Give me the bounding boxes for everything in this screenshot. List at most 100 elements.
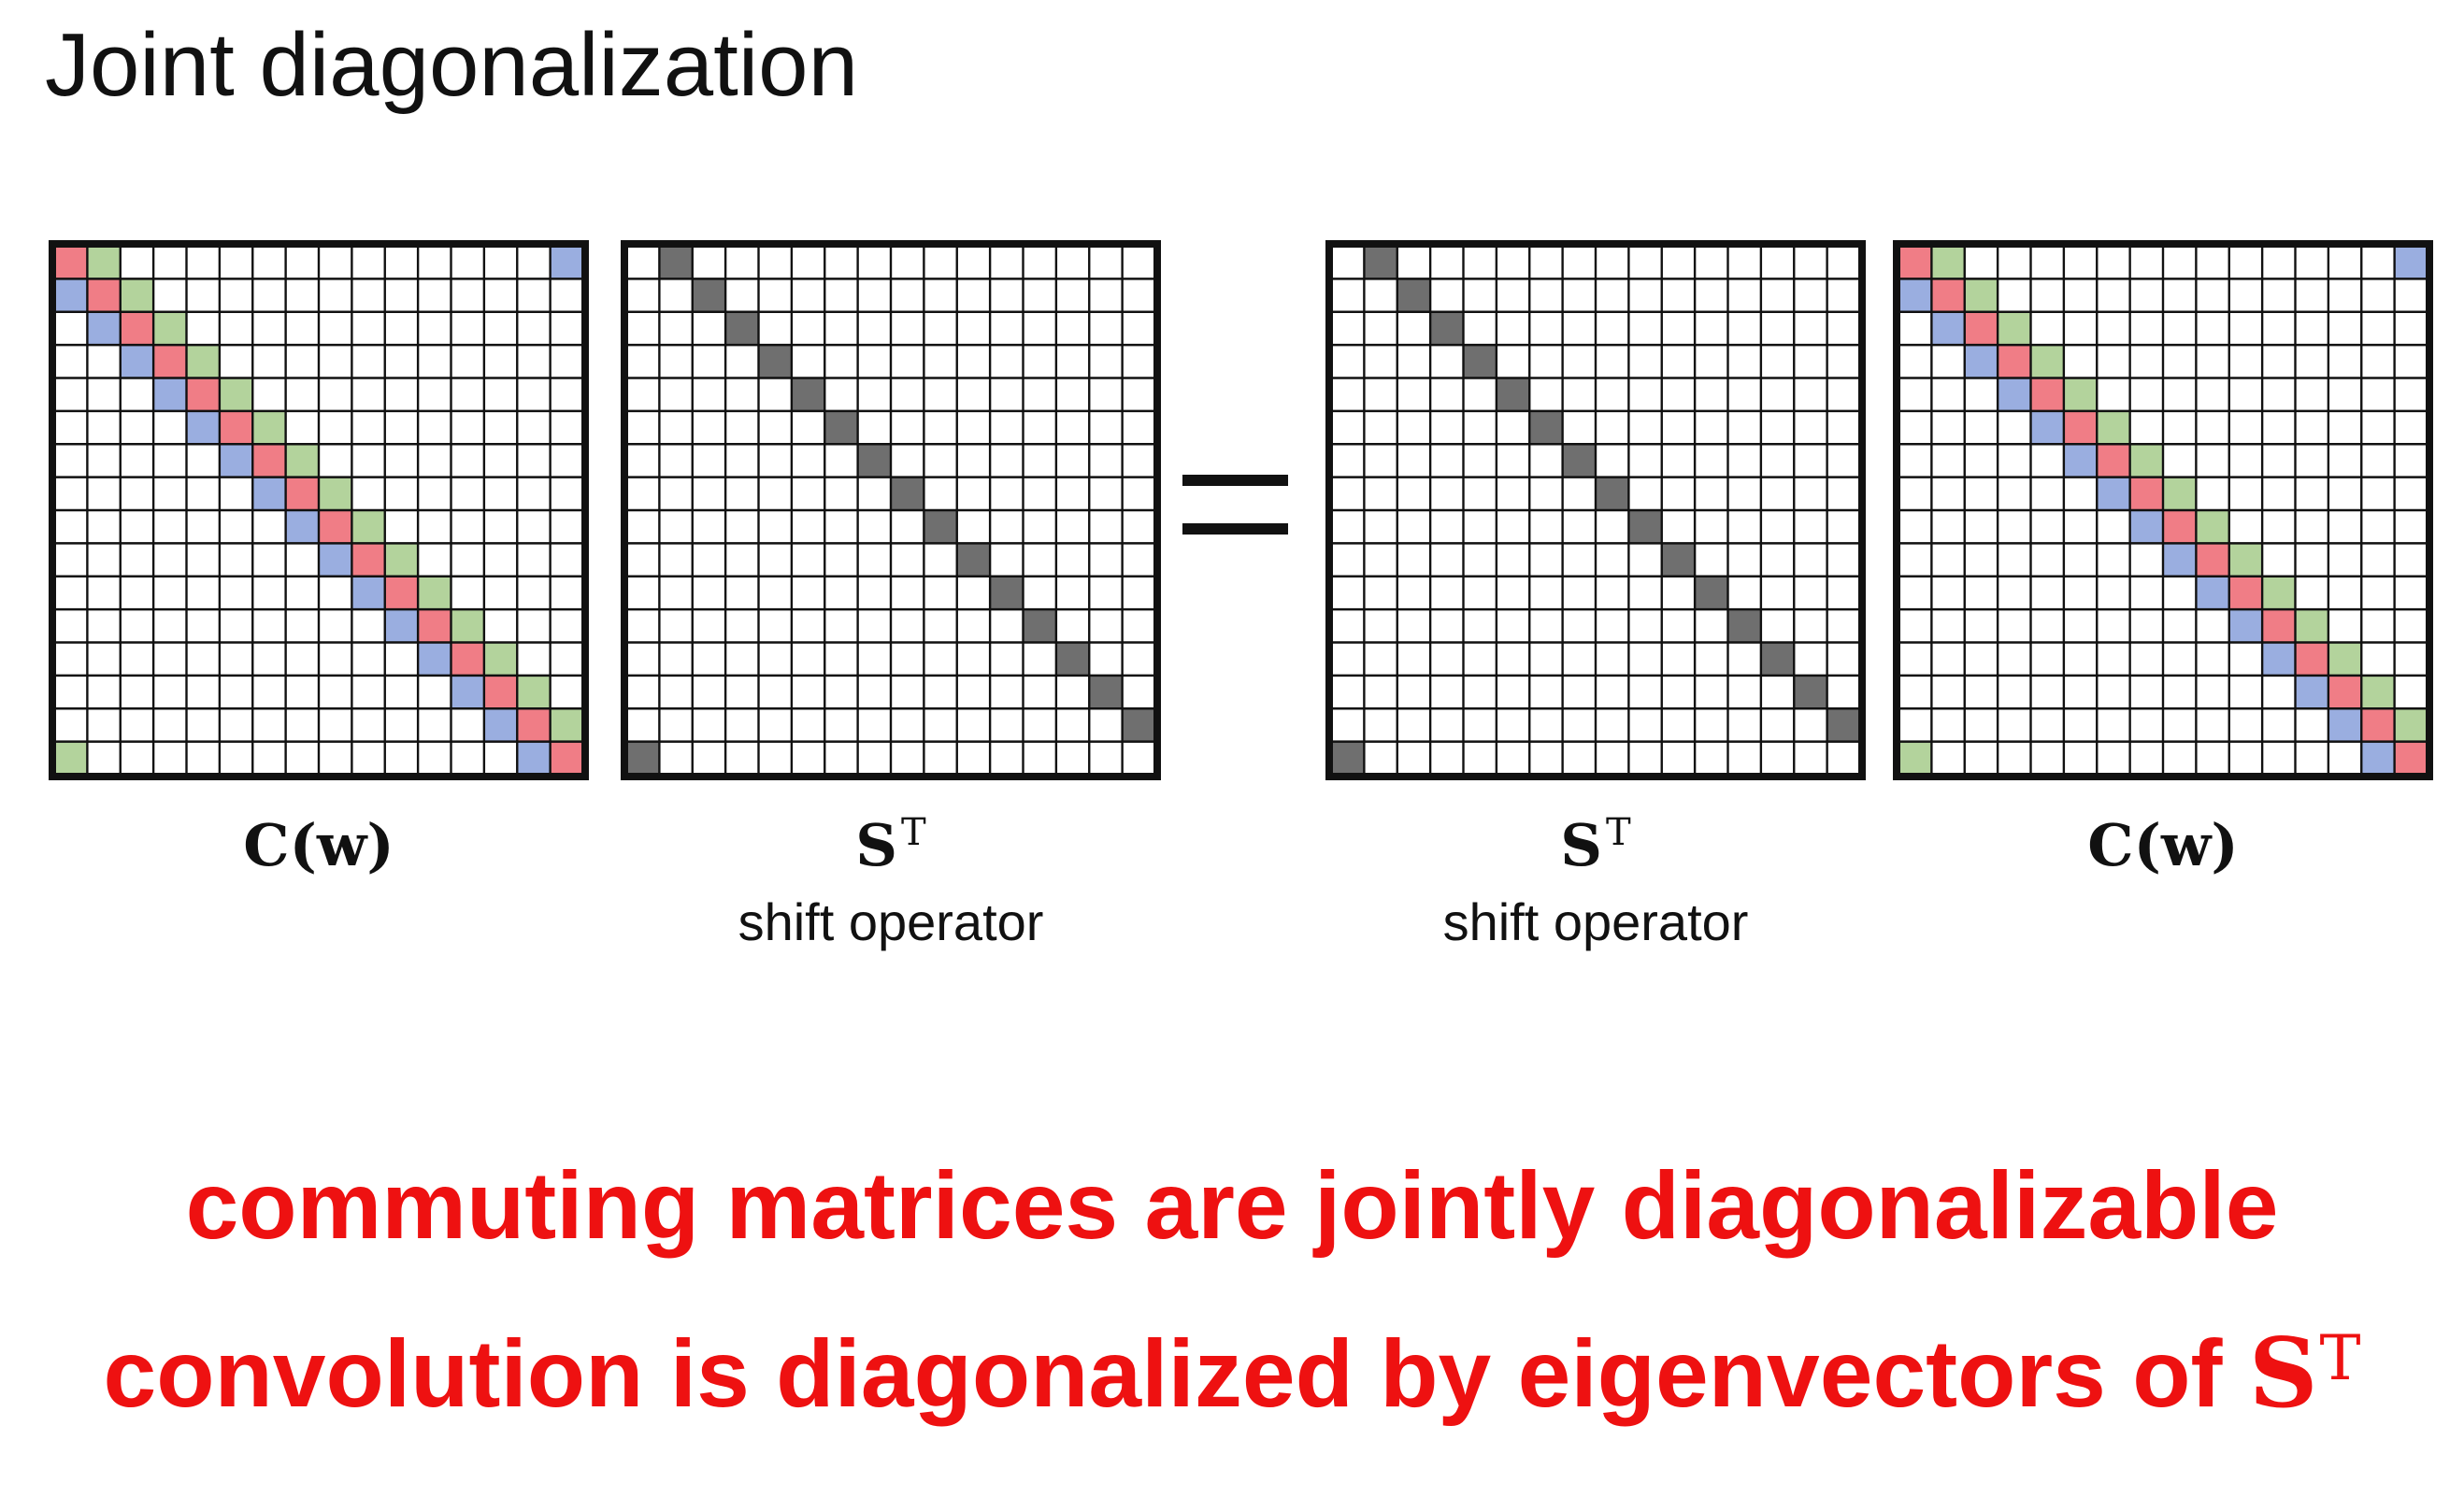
cell-shift-gray	[1023, 609, 1056, 643]
cell-diagonal-red	[2361, 708, 2395, 742]
cell-superdiagonal-green	[2262, 576, 2296, 610]
cell-superdiagonal-green	[2295, 609, 2328, 643]
shift-caption-left: shift operator	[738, 892, 1044, 951]
circulant-label-symbol: C(w)	[2087, 811, 2239, 879]
cell-shift-gray	[692, 278, 726, 312]
circulant-matrix-left	[49, 240, 589, 780]
cell-superdiagonal-green	[517, 675, 551, 709]
cell-subdiagonal-blue	[2295, 675, 2328, 709]
cell-superdiagonal-green	[153, 311, 187, 346]
equals-sign	[1182, 475, 1288, 535]
cell-diagonal-red	[2196, 543, 2229, 577]
cell-shift-gray	[659, 246, 693, 279]
cell-superdiagonal-green	[54, 741, 88, 775]
cell-superdiagonal-green	[2030, 345, 2064, 378]
cell-superdiagonal-green	[2097, 410, 2130, 445]
cell-superdiagonal-green	[2394, 708, 2428, 742]
cell-shift-gray	[1364, 246, 1397, 279]
equals-bar-bottom	[1182, 523, 1288, 535]
cell-diagonal-red	[550, 741, 583, 775]
cell-shift-gray	[1331, 741, 1365, 775]
cell-shift-gray	[725, 311, 759, 346]
cell-shift-gray	[1529, 410, 1563, 445]
cell-shift-gray	[1562, 444, 1596, 478]
shift-label-superscript: T	[901, 811, 926, 854]
cell-superdiagonal-green	[1931, 246, 1965, 279]
cell-subdiagonal-blue	[2361, 741, 2395, 775]
cell-shift-gray	[1794, 675, 1827, 709]
cell-subdiagonal-blue	[550, 246, 583, 279]
statement-symbol: S	[2248, 1318, 2318, 1430]
cell-shift-gray	[824, 410, 858, 445]
cell-superdiagonal-green	[2361, 675, 2395, 709]
cell-superdiagonal-green	[451, 609, 484, 643]
cell-shift-gray	[791, 378, 825, 411]
statement-convolution-text: convolution is diagonalized by eigenvect…	[103, 1320, 2249, 1427]
cell-subdiagonal-blue	[54, 278, 88, 312]
cell-subdiagonal-blue	[384, 609, 419, 643]
cell-subdiagonal-blue	[252, 477, 286, 510]
cell-subdiagonal-blue	[2394, 246, 2428, 279]
circulant-label-left: C(w)	[49, 808, 589, 883]
shift-label-superscript: T	[1606, 811, 1631, 854]
cell-diagonal-red	[1964, 311, 1998, 346]
cell-superdiagonal-green	[550, 708, 583, 742]
cell-subdiagonal-blue	[1931, 311, 1965, 346]
cell-superdiagonal-green	[351, 510, 385, 544]
cell-diagonal-red	[219, 410, 253, 445]
cell-diagonal-red	[1931, 278, 1965, 312]
matrix-border	[49, 240, 589, 780]
cell-superdiagonal-green	[1964, 278, 1998, 312]
cell-diagonal-red	[285, 477, 319, 510]
cell-superdiagonal-green	[2129, 444, 2163, 478]
cell-shift-gray	[891, 477, 924, 510]
cell-subdiagonal-blue	[483, 708, 518, 742]
cell-subdiagonal-blue	[517, 741, 551, 775]
cell-diagonal-red	[2030, 378, 2064, 411]
cell-superdiagonal-green	[384, 543, 419, 577]
shift-label-symbol: S	[1560, 811, 1603, 879]
statement-convolution: convolution is diagonalized by eigenvect…	[0, 1313, 2464, 1434]
cell-superdiagonal-green	[2063, 378, 2098, 411]
statement-commuting: commuting matrices are jointly diagonali…	[185, 1152, 2279, 1259]
cell-shift-gray	[758, 345, 792, 378]
cell-shift-gray	[1628, 510, 1662, 544]
cell-subdiagonal-blue	[2097, 477, 2130, 510]
circulant-label-symbol: C(w)	[243, 811, 394, 879]
shift-matrix-grid	[1325, 240, 1866, 780]
cell-subdiagonal-blue	[1964, 345, 1998, 378]
cell-diagonal-red	[2163, 510, 2197, 544]
cell-superdiagonal-green	[2163, 477, 2197, 510]
cell-diagonal-red	[483, 675, 518, 709]
cell-superdiagonal-green	[285, 444, 319, 478]
cell-shift-gray	[924, 510, 957, 544]
cell-superdiagonal-green	[252, 410, 286, 445]
circulant-matrix-grid	[1893, 240, 2433, 780]
cell-subdiagonal-blue	[2129, 510, 2163, 544]
cell-shift-gray	[1397, 278, 1431, 312]
cell-diagonal-red	[1898, 246, 1932, 279]
cell-diagonal-red	[384, 576, 419, 610]
shift-operator-matrix-right	[1325, 240, 1866, 780]
cell-shift-gray	[1430, 311, 1464, 346]
cell-subdiagonal-blue	[87, 311, 121, 346]
cell-shift-gray	[1727, 609, 1761, 643]
cell-diagonal-red	[2129, 477, 2163, 510]
circulant-label-right: C(w)	[1893, 808, 2433, 883]
cell-diagonal-red	[2295, 642, 2328, 676]
cell-superdiagonal-green	[120, 278, 154, 312]
cell-superdiagonal-green	[1898, 741, 1932, 775]
shift-matrix-grid	[621, 240, 1161, 780]
cell-diagonal-red	[319, 510, 352, 544]
cell-diagonal-red	[2097, 444, 2130, 478]
shift-operator-matrix-left	[621, 240, 1161, 780]
cell-diagonal-red	[54, 246, 88, 279]
cell-shift-gray	[1463, 345, 1497, 378]
cell-diagonal-red	[186, 378, 220, 411]
circulant-matrix-grid	[49, 240, 589, 780]
cell-subdiagonal-blue	[2328, 708, 2362, 742]
cell-diagonal-red	[1998, 345, 2031, 378]
cell-subdiagonal-blue	[418, 642, 451, 676]
cell-diagonal-red	[2228, 576, 2263, 610]
